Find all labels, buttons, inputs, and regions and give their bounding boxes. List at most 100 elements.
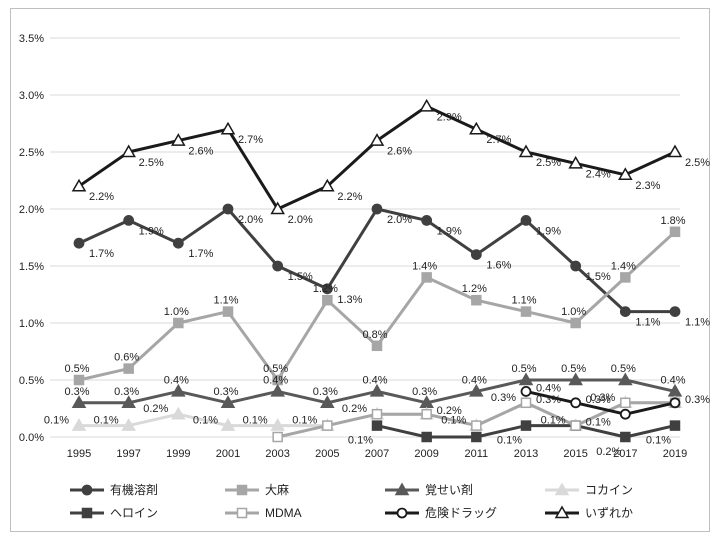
data-label: 0.3%	[590, 392, 615, 404]
data-label: 0.3%	[412, 386, 437, 398]
y-tick-label: 3.5%	[19, 33, 44, 45]
data-point	[667, 144, 683, 158]
y-tick-label: 2.5%	[19, 147, 44, 159]
data-point	[469, 121, 484, 135]
data-label: 0.3%	[491, 392, 516, 404]
data-label: 1.4%	[611, 260, 636, 272]
data-point	[620, 397, 631, 409]
legend-entry: ヘロイン	[110, 506, 158, 520]
data-point	[220, 395, 236, 409]
data-point	[123, 363, 134, 374]
data-label: 1.5%	[586, 271, 611, 283]
data-label: 0.1%	[586, 417, 611, 429]
data-label: 0.4%	[362, 374, 387, 386]
x-tick-label: 1995	[67, 448, 91, 460]
legend-marker	[554, 482, 570, 496]
data-label: 0.3%	[313, 386, 338, 398]
data-point	[518, 372, 534, 386]
legend-marker	[554, 505, 570, 519]
data-point	[171, 383, 186, 397]
data-point	[322, 420, 333, 431]
legend-entry: 危険ドラッグ	[425, 506, 497, 520]
data-label: 2.0%	[288, 214, 313, 226]
data-label: 0.1%	[243, 415, 268, 427]
data-label: 2.0%	[387, 214, 412, 226]
data-point	[123, 214, 135, 226]
x-tick-label: 2019	[663, 448, 687, 460]
data-label: 0.3%	[64, 386, 89, 398]
y-tick-label: 0.5%	[19, 375, 44, 387]
data-point	[669, 397, 681, 409]
data-label: 2.7%	[238, 134, 263, 146]
data-label: 0.1%	[292, 415, 317, 427]
data-point	[320, 395, 335, 409]
data-label: 0.3%	[586, 394, 611, 406]
data-label: 0.1%	[348, 435, 373, 447]
data-label: 2.5%	[139, 157, 164, 169]
data-label: 0.5%	[64, 363, 89, 375]
data-label: 2.4%	[586, 168, 611, 180]
data-label: 2.6%	[188, 146, 213, 158]
data-label: 2.7%	[486, 134, 511, 146]
x-tick-label: 2017	[613, 448, 637, 460]
data-point	[570, 420, 581, 431]
data-label: 1.0%	[561, 306, 586, 318]
data-label: 0.3%	[685, 394, 710, 406]
x-tick-label: 2011	[465, 448, 489, 460]
legend-entry: いずれか	[585, 506, 633, 520]
data-point	[270, 418, 285, 431]
data-label: 0.4%	[462, 374, 487, 386]
data-label: 2.5%	[536, 157, 561, 169]
data-point	[121, 395, 136, 409]
data-point	[371, 203, 383, 215]
data-point	[669, 226, 681, 238]
data-label: 1.4%	[412, 260, 437, 272]
data-point	[520, 397, 532, 409]
data-label: 2.2%	[89, 191, 114, 203]
x-tick-label: 2009	[414, 448, 438, 460]
data-label: 0.1%	[497, 435, 522, 447]
legend-entry: MDMA	[265, 506, 302, 520]
data-point	[173, 317, 184, 329]
data-point	[620, 431, 631, 443]
data-label: 0.3%	[114, 386, 139, 398]
data-point	[321, 283, 333, 295]
data-label: 1.7%	[188, 248, 213, 260]
legend-entry: コカイン	[585, 483, 633, 497]
data-label: 0.4%	[263, 374, 288, 386]
series-group	[71, 98, 683, 443]
data-label: 1.1%	[213, 295, 238, 307]
data-label: 0.1%	[44, 415, 69, 427]
y-tick-label: 2.0%	[19, 204, 44, 216]
x-tick-label: 2001	[216, 448, 240, 460]
data-point	[71, 178, 87, 192]
data-label: 2.5%	[685, 157, 710, 169]
x-tick-label: 2005	[315, 448, 339, 460]
data-label: 0.8%	[362, 329, 387, 341]
data-label: 0.3%	[536, 394, 561, 406]
data-label: 1.2%	[313, 283, 338, 295]
data-point	[471, 431, 482, 443]
data-label: 0.1%	[94, 415, 119, 427]
data-label: 0.1%	[441, 415, 466, 427]
legend-marker	[81, 484, 93, 496]
data-point	[371, 340, 383, 352]
data-point	[121, 418, 136, 431]
data-point	[419, 98, 434, 112]
data-point	[469, 383, 484, 397]
data-label: 1.7%	[89, 248, 114, 260]
data-label: 0.4%	[164, 374, 189, 386]
data-label: 0.5%	[511, 363, 536, 375]
data-point	[73, 237, 85, 249]
data-point	[171, 406, 186, 420]
legend-marker	[396, 507, 408, 519]
data-point	[518, 144, 534, 158]
data-point	[520, 214, 532, 226]
data-point	[669, 420, 681, 431]
data-label: 1.8%	[660, 215, 685, 227]
data-point	[71, 395, 87, 409]
legend-entry: 有機溶剤	[110, 482, 158, 497]
y-tick-label: 1.0%	[19, 318, 44, 330]
data-point	[220, 418, 236, 431]
